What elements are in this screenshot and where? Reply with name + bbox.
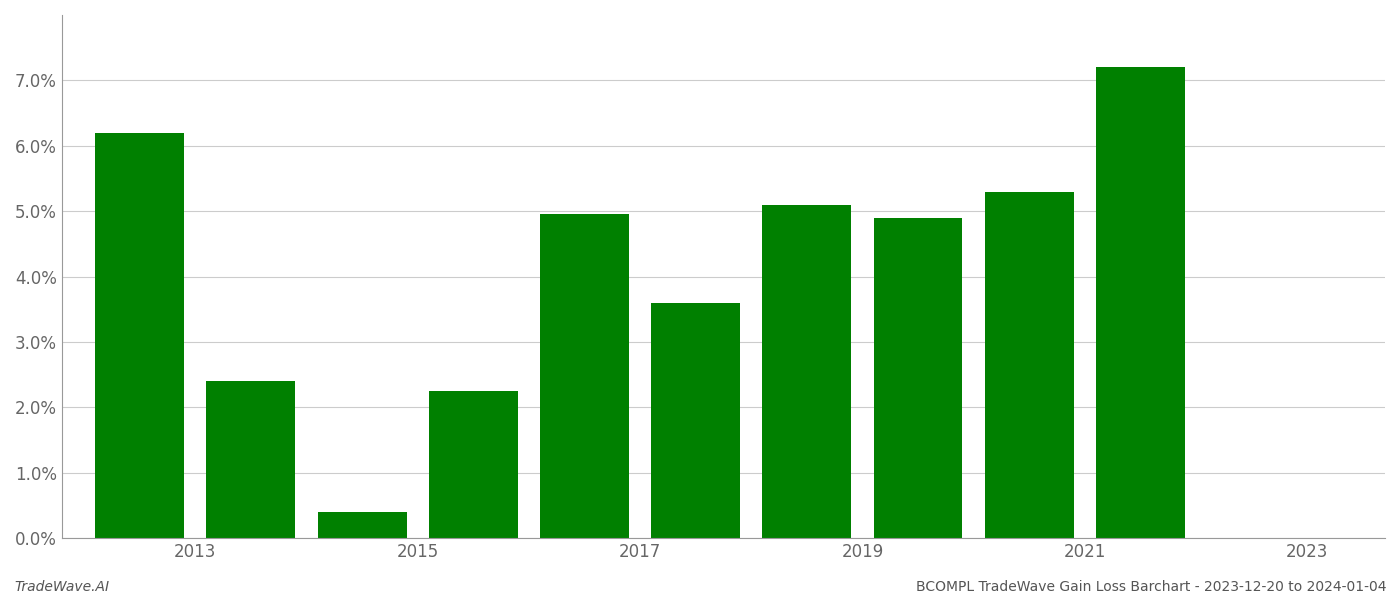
Bar — [318, 512, 406, 538]
Bar — [428, 391, 518, 538]
Bar — [763, 205, 851, 538]
Bar — [540, 214, 629, 538]
Bar — [95, 133, 185, 538]
Bar — [651, 303, 741, 538]
Bar — [206, 381, 295, 538]
Text: TradeWave.AI: TradeWave.AI — [14, 580, 109, 594]
Bar — [874, 218, 962, 538]
Bar — [1096, 67, 1184, 538]
Bar — [984, 191, 1074, 538]
Text: BCOMPL TradeWave Gain Loss Barchart - 2023-12-20 to 2024-01-04: BCOMPL TradeWave Gain Loss Barchart - 20… — [916, 580, 1386, 594]
